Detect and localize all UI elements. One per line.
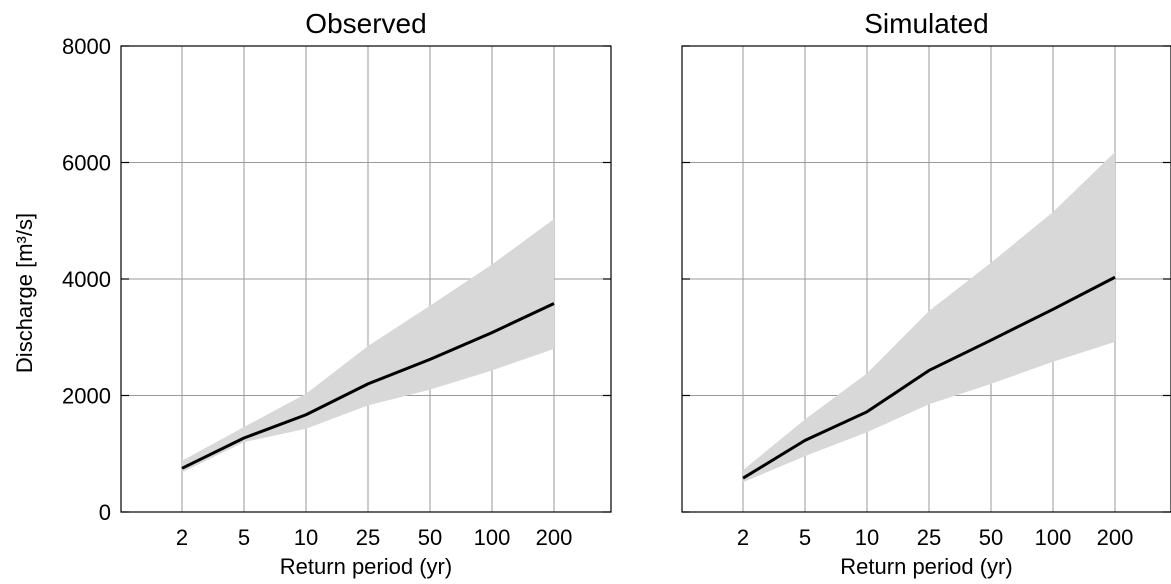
confidence-band [182, 219, 554, 473]
x-tick-label: 100 [474, 525, 511, 550]
x-tick-label: 10 [294, 525, 318, 550]
confidence-band [743, 152, 1115, 483]
x-tick-label: 2 [737, 525, 749, 550]
y-tick-label: 6000 [62, 151, 111, 176]
y-tick-label: 4000 [62, 267, 111, 292]
x-tick-label: 10 [855, 525, 879, 550]
y-tick-label: 8000 [62, 34, 111, 59]
y-tick-label: 2000 [62, 384, 111, 409]
x-axis-title: Return period (yr) [280, 554, 452, 579]
x-axis-title: Return period (yr) [840, 554, 1012, 579]
x-tick-label: 5 [238, 525, 250, 550]
series-line [742, 275, 1116, 480]
y-axis-title: Discharge [m³/s] [12, 213, 37, 373]
x-tick-label: 50 [418, 525, 442, 550]
panel-title: Simulated [864, 8, 989, 39]
panel-title: Observed [305, 8, 426, 39]
observed-panel: 2 5 10 25 50 100 20002000400060008000ObservedR… [12, 8, 612, 579]
x-tick-label: 50 [979, 525, 1003, 550]
y-tick-label: 0 [99, 500, 111, 525]
x-tick-label: 200 [1097, 525, 1134, 550]
x-tick-label: 200 [536, 525, 573, 550]
x-tick-label: 100 [1035, 525, 1072, 550]
x-tick-label: 2 [176, 525, 188, 550]
series-line [181, 302, 555, 470]
x-tick-label: 25 [356, 525, 380, 550]
x-tick-label: 5 [799, 525, 811, 550]
x-tick-label: 25 [917, 525, 941, 550]
